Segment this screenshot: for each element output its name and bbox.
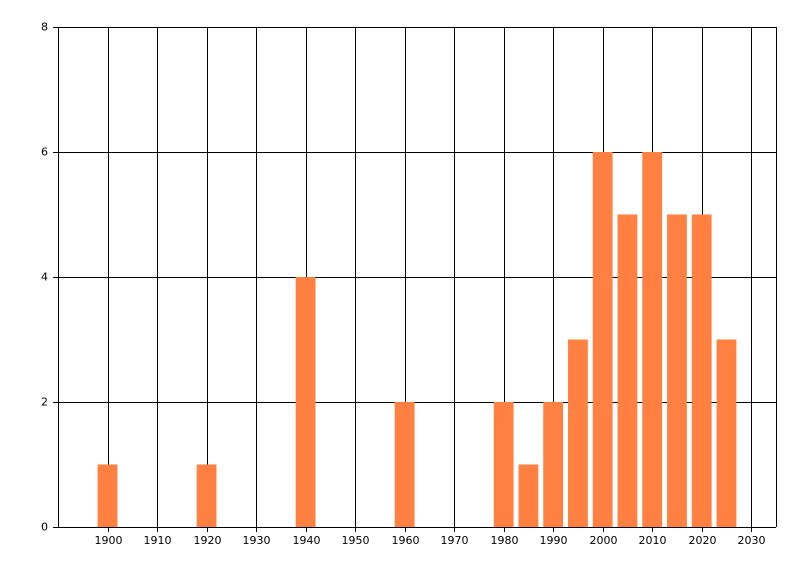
x-tick-label: 2030	[738, 534, 766, 547]
bar	[196, 464, 217, 527]
x-tick-label: 2010	[639, 534, 667, 547]
x-tick-label: 1980	[491, 534, 519, 547]
x-tick-label: 1970	[441, 534, 469, 547]
bar	[691, 214, 712, 527]
y-tick-label: 2	[41, 396, 48, 409]
bar	[543, 402, 564, 527]
bar	[295, 277, 316, 527]
x-tick-label: 1940	[293, 534, 321, 547]
x-tick-label: 1950	[342, 534, 370, 547]
bar	[518, 464, 539, 527]
x-tick-label: 2000	[590, 534, 618, 547]
bar	[617, 214, 638, 527]
y-tick-label: 4	[41, 271, 48, 284]
y-tick-label: 8	[41, 21, 48, 34]
bar	[716, 339, 737, 527]
bar	[667, 214, 687, 527]
bar	[394, 402, 415, 527]
x-tick-label: 2020	[689, 534, 717, 547]
y-tick-label: 6	[41, 146, 48, 159]
bar	[568, 339, 588, 527]
bar	[97, 464, 118, 527]
x-tick-label: 1930	[243, 534, 271, 547]
x-tick-label: 1920	[194, 534, 222, 547]
x-tick-label: 1990	[540, 534, 568, 547]
bar	[493, 402, 514, 527]
y-tick-label: 0	[41, 521, 48, 534]
x-tick-label: 1910	[144, 534, 172, 547]
x-tick-label: 1900	[95, 534, 123, 547]
bar	[642, 152, 663, 527]
bar	[592, 152, 613, 527]
x-tick-label: 1960	[392, 534, 420, 547]
